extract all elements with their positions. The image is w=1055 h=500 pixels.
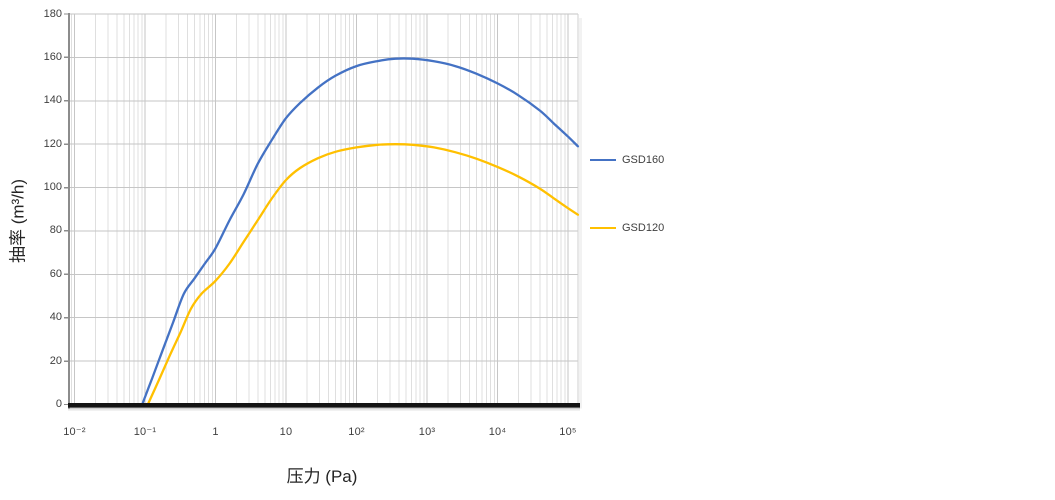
legend-item-gsd120: GSD120 [590, 221, 664, 235]
x-tick-label: 10² [348, 426, 365, 438]
y-tick-label: 120 [43, 137, 62, 150]
legend-line-swatch-gsd160 [590, 159, 616, 161]
x-tick-label: 10⁻¹ [133, 426, 157, 438]
y-tick-label: 140 [43, 94, 62, 107]
y-tick-label: 20 [49, 354, 62, 367]
y-tick-label: 100 [43, 181, 62, 194]
x-axis-title: 压力 (Pa) [286, 467, 358, 486]
x-tick-label: 10 [279, 426, 293, 438]
x-tick-label: 10⁻² [63, 426, 86, 438]
y-tick-label: 40 [49, 311, 62, 324]
legend-item-gsd160: GSD160 [590, 153, 664, 167]
x-tick-label: 1 [212, 426, 219, 438]
legend-label-gsd160: GSD160 [622, 154, 665, 166]
y-tick-label: 160 [43, 50, 62, 63]
x-tick-label: 10³ [418, 426, 436, 438]
y-axis-title: 抽率 (m³/h) [8, 178, 28, 264]
legend-line-swatch-gsd120 [590, 227, 616, 229]
x-tick-label: 10⁴ [488, 426, 507, 438]
y-tick-label: 180 [43, 7, 62, 20]
y-tick-label: 0 [55, 398, 62, 410]
x-tick-label: 10⁵ [559, 426, 577, 438]
legend-label-gsd120: GSD120 [622, 222, 665, 234]
y-tick-label: 80 [49, 224, 62, 237]
y-tick-label: 60 [49, 267, 62, 280]
